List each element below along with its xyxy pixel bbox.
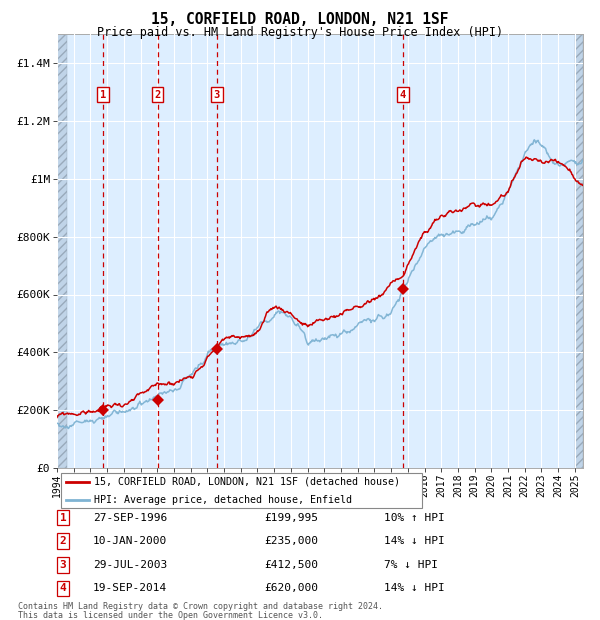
Text: 14% ↓ HPI: 14% ↓ HPI: [384, 583, 445, 593]
Text: £412,500: £412,500: [264, 560, 318, 570]
Text: 1: 1: [100, 90, 106, 100]
Text: HPI: Average price, detached house, Enfield: HPI: Average price, detached house, Enfi…: [94, 495, 352, 505]
Text: 27-SEP-1996: 27-SEP-1996: [93, 513, 167, 523]
Text: This data is licensed under the Open Government Licence v3.0.: This data is licensed under the Open Gov…: [18, 611, 323, 619]
Text: 10% ↑ HPI: 10% ↑ HPI: [384, 513, 445, 523]
Text: £199,995: £199,995: [264, 513, 318, 523]
Bar: [575, 34, 583, 468]
Text: 10-JAN-2000: 10-JAN-2000: [93, 536, 167, 546]
Text: 4: 4: [59, 583, 67, 593]
Text: 7% ↓ HPI: 7% ↓ HPI: [384, 560, 438, 570]
Text: £235,000: £235,000: [264, 536, 318, 546]
Text: 14% ↓ HPI: 14% ↓ HPI: [384, 536, 445, 546]
Text: 15, CORFIELD ROAD, LONDON, N21 1SF (detached house): 15, CORFIELD ROAD, LONDON, N21 1SF (deta…: [94, 477, 400, 487]
Text: Contains HM Land Registry data © Crown copyright and database right 2024.: Contains HM Land Registry data © Crown c…: [18, 602, 383, 611]
Text: £620,000: £620,000: [264, 583, 318, 593]
Text: 4: 4: [400, 90, 406, 100]
Text: 2: 2: [155, 90, 161, 100]
Text: 3: 3: [59, 560, 67, 570]
Text: 2: 2: [59, 536, 67, 546]
Text: Price paid vs. HM Land Registry's House Price Index (HPI): Price paid vs. HM Land Registry's House …: [97, 26, 503, 39]
Text: 1: 1: [59, 513, 67, 523]
Bar: [57, 34, 67, 468]
Text: 19-SEP-2014: 19-SEP-2014: [93, 583, 167, 593]
Text: 29-JUL-2003: 29-JUL-2003: [93, 560, 167, 570]
Text: 15, CORFIELD ROAD, LONDON, N21 1SF: 15, CORFIELD ROAD, LONDON, N21 1SF: [151, 12, 449, 27]
Text: 3: 3: [214, 90, 220, 100]
FancyBboxPatch shape: [61, 472, 422, 508]
